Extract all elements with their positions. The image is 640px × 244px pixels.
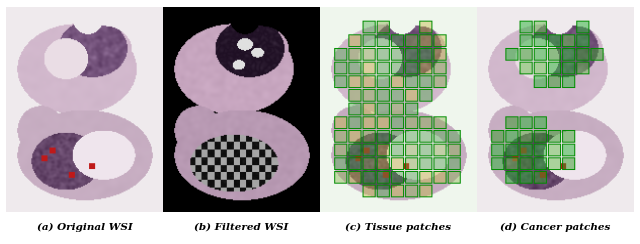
Text: (c) Tissue patches: (c) Tissue patches bbox=[346, 223, 451, 232]
Text: (d) Cancer patches: (d) Cancer patches bbox=[500, 223, 611, 232]
Text: (b) Filtered WSI: (b) Filtered WSI bbox=[195, 223, 289, 232]
Text: (a) Original WSI: (a) Original WSI bbox=[37, 223, 132, 232]
